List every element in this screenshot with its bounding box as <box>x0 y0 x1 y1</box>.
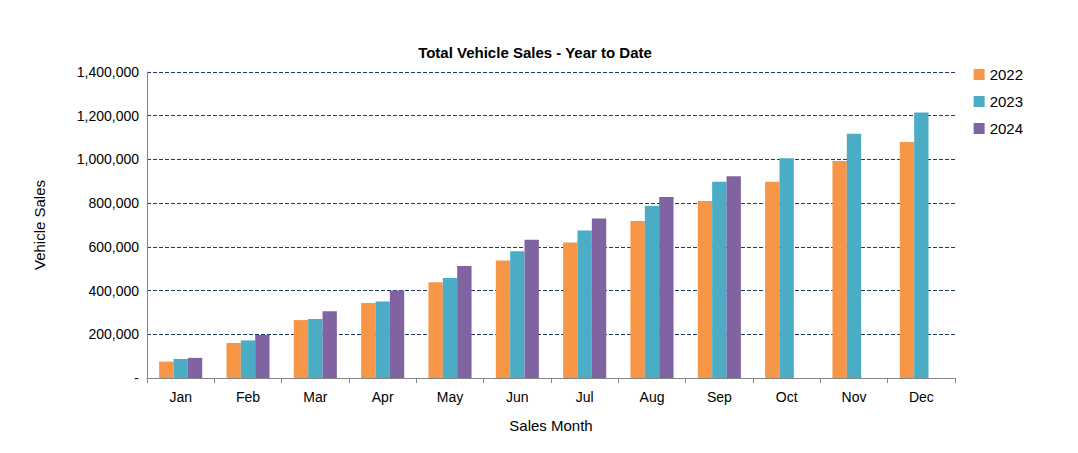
svg-text:Total Vehicle Sales - Year to: Total Vehicle Sales - Year to Date <box>418 44 652 61</box>
svg-text:Sep: Sep <box>707 389 732 405</box>
svg-text:Vehicle Sales: Vehicle Sales <box>31 180 48 270</box>
svg-text:Jun: Jun <box>506 389 529 405</box>
svg-text:2022: 2022 <box>990 66 1023 83</box>
svg-text:Jan: Jan <box>169 389 192 405</box>
svg-text:Apr: Apr <box>372 389 394 405</box>
svg-text:2023: 2023 <box>990 93 1023 110</box>
svg-text:1,000,000: 1,000,000 <box>77 151 139 167</box>
svg-text:-: - <box>134 370 139 386</box>
svg-text:2024: 2024 <box>990 120 1023 137</box>
svg-text:Jul: Jul <box>576 389 594 405</box>
svg-text:May: May <box>437 389 463 405</box>
svg-text:800,000: 800,000 <box>88 195 139 211</box>
svg-text:Aug: Aug <box>640 389 665 405</box>
svg-text:1,200,000: 1,200,000 <box>77 108 139 124</box>
svg-text:Sales Month: Sales Month <box>509 417 592 434</box>
svg-text:Mar: Mar <box>303 389 327 405</box>
svg-text:400,000: 400,000 <box>88 283 139 299</box>
svg-text:600,000: 600,000 <box>88 239 139 255</box>
svg-text:Feb: Feb <box>236 389 260 405</box>
svg-text:200,000: 200,000 <box>88 326 139 342</box>
svg-text:Nov: Nov <box>842 389 867 405</box>
svg-text:Oct: Oct <box>776 389 798 405</box>
svg-text:Dec: Dec <box>909 389 934 405</box>
svg-text:1,400,000: 1,400,000 <box>77 64 139 80</box>
